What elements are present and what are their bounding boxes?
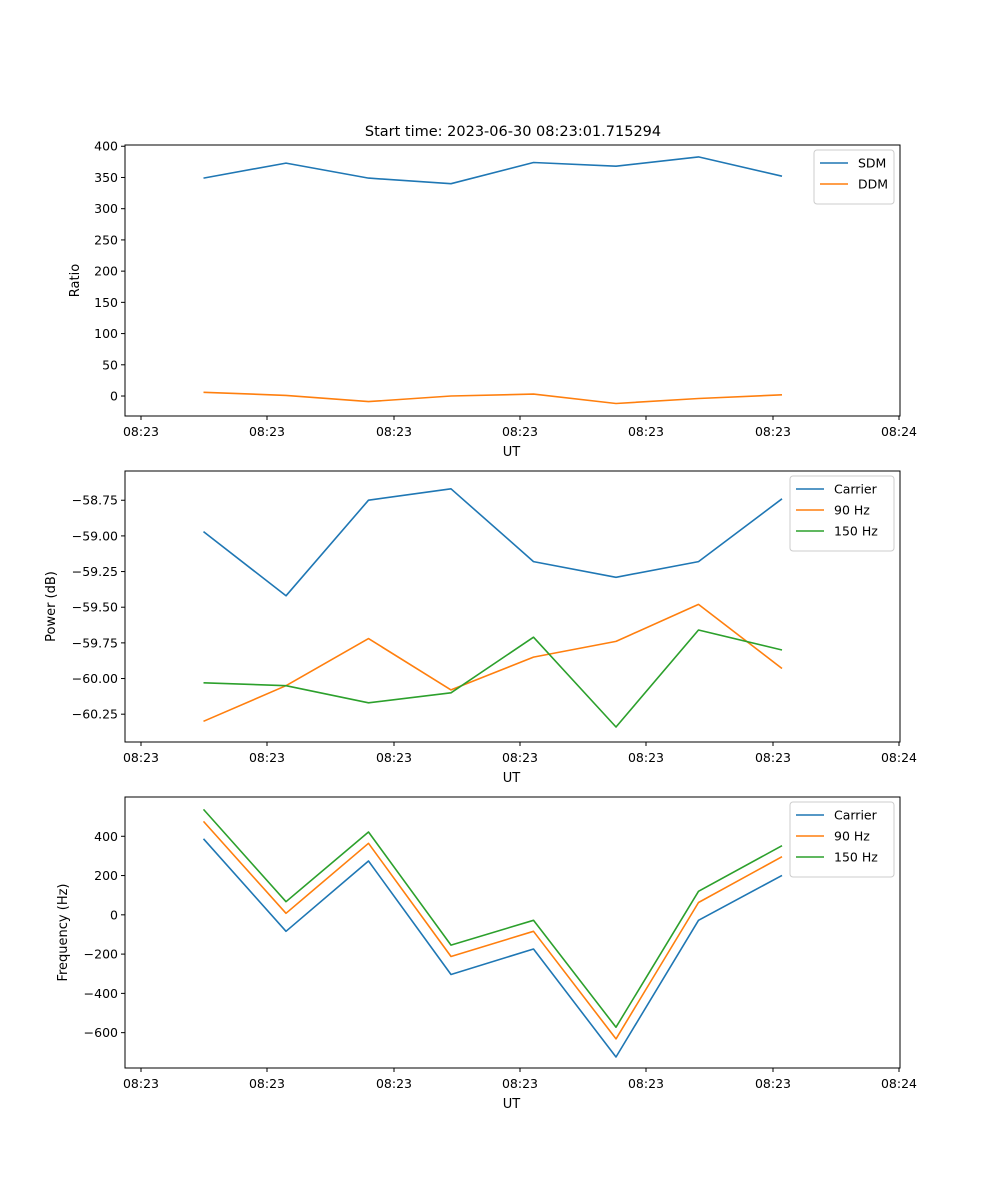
x-tick-label: 08:23 bbox=[755, 1076, 791, 1091]
x-axis-label: UT bbox=[503, 445, 521, 460]
x-tick-label: 08:23 bbox=[502, 750, 538, 765]
x-tick-label: 08:23 bbox=[502, 1076, 538, 1091]
x-tick-label: 08:23 bbox=[755, 750, 791, 765]
x-tick-label: 08:23 bbox=[755, 424, 791, 439]
series-line-150-hz bbox=[203, 629, 783, 728]
x-tick-label: 08:23 bbox=[249, 1076, 285, 1091]
axes-frame bbox=[124, 470, 901, 743]
x-tick-label: 08:24 bbox=[881, 750, 917, 765]
y-tick-label: 350 bbox=[94, 170, 118, 185]
ratio-panel: 0 50 100 150 200 250 300 350 400 08:23 08:23 08:23 0… bbox=[68, 139, 917, 460]
series-line-150-hz bbox=[202, 808, 783, 1028]
axes-frame bbox=[124, 144, 901, 417]
y-tick-label: 400 bbox=[94, 829, 118, 844]
x-tick-label: 08:23 bbox=[249, 750, 285, 765]
y-axis-label: Frequency (Hz) bbox=[56, 883, 71, 981]
legend: Carrier 90 Hz 150 Hz bbox=[789, 801, 895, 878]
series-line-carrier bbox=[203, 487, 783, 597]
x-tick-label: 08:23 bbox=[376, 424, 412, 439]
x-axis-label: UT bbox=[503, 1097, 521, 1112]
y-tick-label: 300 bbox=[94, 201, 118, 216]
series-line-carrier bbox=[202, 838, 783, 1058]
y-tick-label: −600 bbox=[84, 1025, 118, 1040]
legend-box bbox=[789, 801, 895, 878]
axes-frame bbox=[124, 796, 901, 1069]
x-tick-label: 08:23 bbox=[249, 424, 285, 439]
x-tick-label: 08:23 bbox=[123, 750, 159, 765]
x-tick-label: 08:24 bbox=[881, 1076, 917, 1091]
x-tick-label: 08:23 bbox=[628, 1076, 664, 1091]
y-tick-label: 50 bbox=[102, 357, 118, 372]
y-tick-label: 200 bbox=[94, 264, 118, 279]
series-line-sdm bbox=[203, 156, 783, 185]
y-tick-label: −60.00 bbox=[72, 671, 118, 686]
x-tick-label: 08:23 bbox=[123, 1076, 159, 1091]
y-tick-label: 0 bbox=[110, 389, 118, 404]
legend-label: 90 Hz bbox=[834, 503, 870, 518]
series-line-ddm bbox=[203, 391, 783, 405]
legend-label: SDM bbox=[858, 156, 886, 171]
power-panel: −60.25 −60.00 −59.75 −59.50 −59.25 −59.00 −58.… bbox=[44, 470, 917, 786]
x-tick-label: 08:23 bbox=[502, 424, 538, 439]
y-tick-label: 100 bbox=[94, 326, 118, 341]
series-line-90-hz bbox=[203, 603, 783, 723]
legend: Carrier 90 Hz 150 Hz bbox=[789, 475, 895, 552]
figure-title: Start time: 2023-06-30 08:23:01.715294 bbox=[365, 124, 661, 140]
x-tick-label: 08:24 bbox=[881, 424, 917, 439]
y-tick-label: −60.25 bbox=[72, 707, 118, 722]
series-line-90-hz bbox=[202, 820, 783, 1040]
y-tick-label: 200 bbox=[94, 868, 118, 883]
legend-box bbox=[789, 475, 895, 552]
y-tick-label: 150 bbox=[94, 295, 118, 310]
legend-label: 150 Hz bbox=[834, 850, 878, 865]
frequency-panel: −600 −400 −200 0 200 400 08:23 08:23 08:23 08:23 0… bbox=[56, 796, 917, 1112]
x-tick-label: 08:23 bbox=[628, 750, 664, 765]
y-axis-label: Ratio bbox=[68, 264, 83, 297]
y-tick-label: −200 bbox=[84, 947, 118, 962]
y-tick-label: 0 bbox=[110, 907, 118, 922]
x-tick-label: 08:23 bbox=[376, 750, 412, 765]
x-tick-label: 08:23 bbox=[628, 424, 664, 439]
y-tick-label: −59.25 bbox=[72, 564, 118, 579]
y-tick-label: −58.75 bbox=[72, 493, 118, 508]
panels: 0 50 100 150 200 250 300 350 400 08:23 08:23 08:23 0… bbox=[44, 139, 917, 1112]
y-tick-label: −59.50 bbox=[72, 600, 118, 615]
y-tick-label: 400 bbox=[94, 139, 118, 154]
legend-label: DDM bbox=[858, 177, 888, 192]
legend-label: Carrier bbox=[834, 808, 878, 823]
x-tick-label: 08:23 bbox=[376, 1076, 412, 1091]
legend-label: Carrier bbox=[834, 482, 878, 497]
y-tick-label: −59.75 bbox=[72, 635, 118, 650]
legend-label: 90 Hz bbox=[834, 829, 870, 844]
y-tick-label: −59.00 bbox=[72, 528, 118, 543]
x-axis-label: UT bbox=[503, 771, 521, 786]
legend: SDM DDM bbox=[813, 149, 895, 205]
y-tick-label: −400 bbox=[84, 986, 118, 1001]
y-tick-label: 250 bbox=[94, 232, 118, 247]
legend-label: 150 Hz bbox=[834, 524, 878, 539]
x-tick-label: 08:23 bbox=[123, 424, 159, 439]
y-axis-label: Power (dB) bbox=[44, 571, 59, 642]
